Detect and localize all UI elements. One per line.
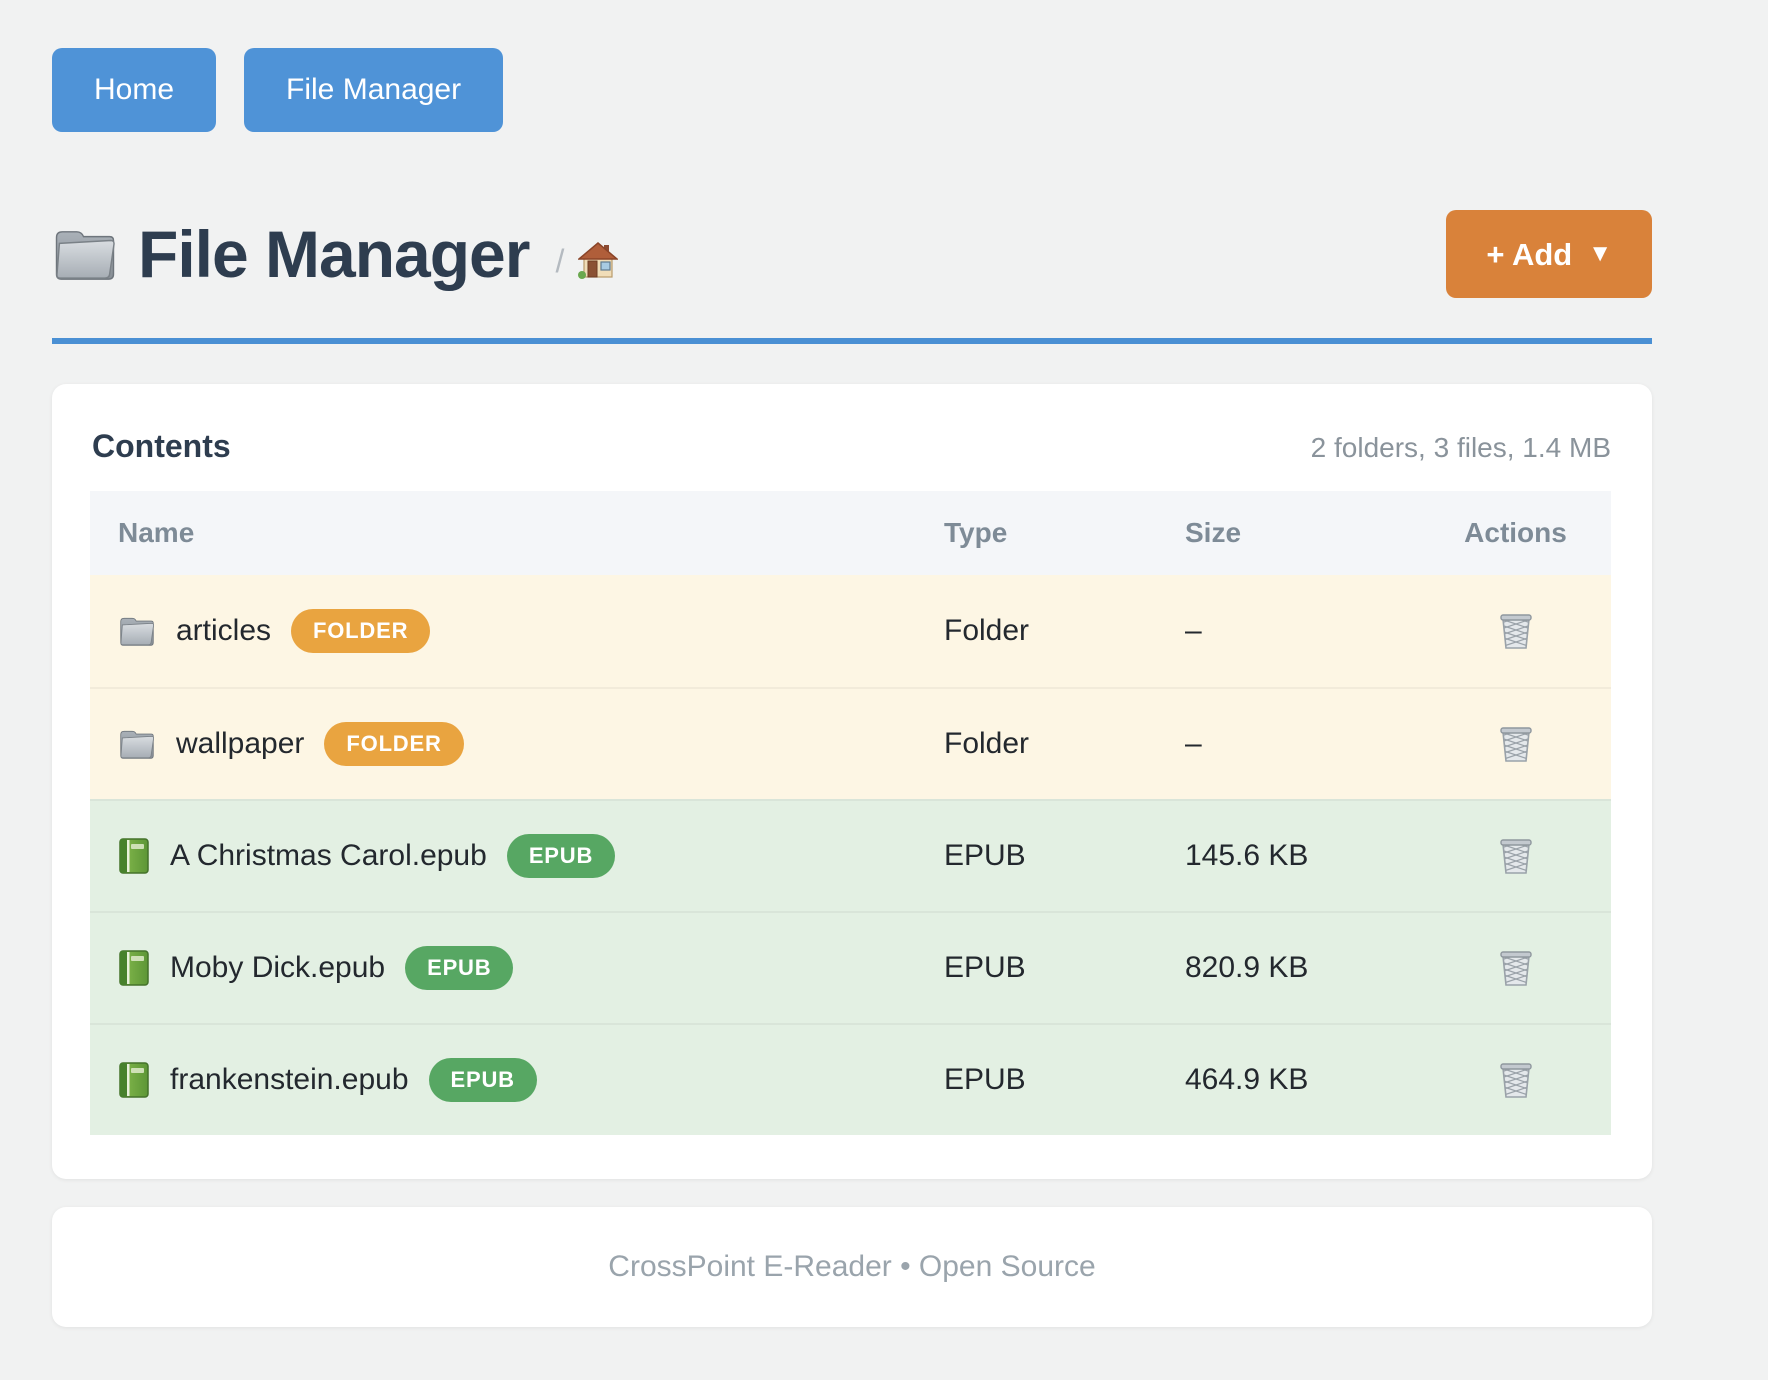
footer-card: CrossPoint E-Reader • Open Source bbox=[52, 1207, 1652, 1327]
column-header-actions: Actions bbox=[1464, 517, 1567, 548]
home-icon[interactable] bbox=[578, 241, 619, 279]
table-row: A Christmas Carol.epub EPUB EPUB 145.6 K… bbox=[90, 799, 1611, 911]
epub-badge: EPUB bbox=[506, 834, 616, 878]
epub-badge: EPUB bbox=[405, 946, 514, 990]
page-container: Home File Manager File Manager / + Add ▼… bbox=[52, 0, 1652, 1327]
chevron-down-icon: ▼ bbox=[1588, 240, 1612, 267]
contents-summary: 2 folders, 3 files, 1.4 MB bbox=[1310, 432, 1611, 463]
home-button[interactable]: Home bbox=[52, 48, 217, 132]
item-name-link[interactable]: articles bbox=[176, 614, 272, 647]
folder-badge: FOLDER bbox=[291, 609, 431, 653]
name-cell: Moby Dick.epub EPUB bbox=[90, 946, 916, 990]
trash-icon bbox=[1498, 947, 1534, 987]
table-row: articles FOLDER Folder – bbox=[90, 575, 1611, 687]
size-cell: 820.9 KB bbox=[1185, 951, 1309, 984]
delete-button[interactable] bbox=[1492, 604, 1540, 659]
top-nav: Home File Manager bbox=[52, 48, 1652, 132]
type-cell: EPUB bbox=[944, 1063, 1026, 1096]
table-row: frankenstein.epub EPUB EPUB 464.9 KB bbox=[90, 1023, 1611, 1135]
green-book-icon bbox=[119, 950, 149, 986]
size-cell: – bbox=[1185, 614, 1202, 647]
column-header-type: Type bbox=[944, 517, 1008, 548]
type-cell: Folder bbox=[944, 614, 1030, 647]
size-cell: 145.6 KB bbox=[1185, 839, 1309, 872]
type-cell: EPUB bbox=[944, 839, 1026, 872]
item-name-link[interactable]: Moby Dick.epub bbox=[170, 951, 386, 984]
breadcrumb-separator: / bbox=[555, 242, 565, 279]
epub-badge: EPUB bbox=[428, 1058, 537, 1102]
footer-text: CrossPoint E-Reader • Open Source bbox=[608, 1250, 1096, 1283]
name-cell: frankenstein.epub EPUB bbox=[90, 1058, 916, 1102]
contents-card-header: Contents 2 folders, 3 files, 1.4 MB bbox=[90, 420, 1611, 491]
column-header-size: Size bbox=[1185, 517, 1242, 548]
folder-badge: FOLDER bbox=[324, 722, 464, 766]
title-group: File Manager / bbox=[52, 216, 619, 292]
contents-card: Contents 2 folders, 3 files, 1.4 MB Name… bbox=[52, 384, 1652, 1179]
folder-icon bbox=[120, 730, 154, 759]
table-row: Moby Dick.epub EPUB EPUB 820.9 KB bbox=[90, 911, 1611, 1023]
delete-button[interactable] bbox=[1492, 717, 1540, 772]
name-cell: wallpaper FOLDER bbox=[90, 722, 916, 766]
name-cell: articles FOLDER bbox=[90, 609, 916, 653]
contents-heading: Contents bbox=[92, 428, 231, 464]
table-header-row: Name Type Size Actions bbox=[90, 491, 1611, 575]
item-name-link[interactable]: frankenstein.epub bbox=[170, 1063, 409, 1096]
add-button[interactable]: + Add ▼ bbox=[1446, 210, 1652, 298]
item-name-link[interactable]: A Christmas Carol.epub bbox=[170, 839, 487, 872]
folder-icon bbox=[55, 231, 115, 280]
delete-button[interactable] bbox=[1492, 1053, 1540, 1108]
name-cell: A Christmas Carol.epub EPUB bbox=[90, 834, 916, 878]
file-table: Name Type Size Actions articles FOLDER F… bbox=[90, 491, 1611, 1135]
green-book-icon bbox=[119, 838, 149, 874]
trash-icon bbox=[1498, 1059, 1534, 1099]
trash-icon bbox=[1498, 610, 1534, 650]
folder-icon bbox=[120, 617, 154, 646]
delete-button[interactable] bbox=[1492, 829, 1540, 884]
page-title: File Manager bbox=[138, 217, 530, 291]
type-cell: EPUB bbox=[944, 951, 1026, 984]
trash-icon bbox=[1498, 723, 1534, 763]
page-header: File Manager / + Add ▼ bbox=[52, 210, 1652, 298]
trash-icon bbox=[1498, 835, 1534, 875]
green-book-icon bbox=[119, 1062, 149, 1098]
type-cell: Folder bbox=[944, 727, 1030, 760]
add-button-label: + Add bbox=[1486, 236, 1573, 272]
item-name-link[interactable]: wallpaper bbox=[176, 727, 305, 760]
header-divider bbox=[52, 338, 1652, 344]
size-cell: 464.9 KB bbox=[1185, 1063, 1309, 1096]
column-header-name: Name bbox=[118, 517, 195, 548]
delete-button[interactable] bbox=[1492, 941, 1540, 996]
table-row: wallpaper FOLDER Folder – bbox=[90, 687, 1611, 799]
file-manager-button[interactable]: File Manager bbox=[244, 48, 504, 132]
size-cell: – bbox=[1185, 727, 1202, 760]
